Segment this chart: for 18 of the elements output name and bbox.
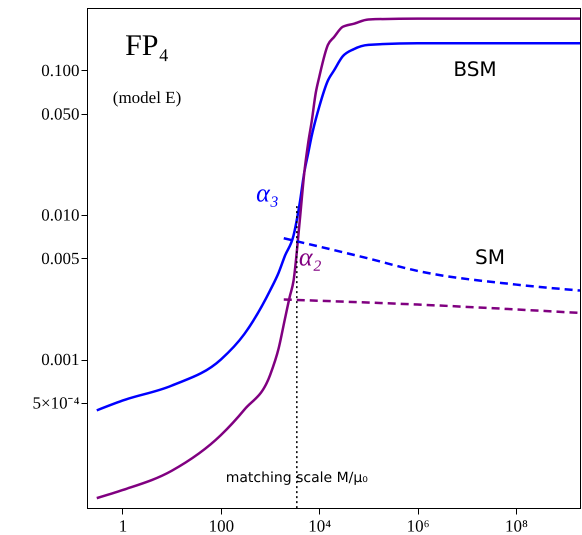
x-tick-label: 10⁴ (308, 516, 332, 535)
x-tick-label: 100 (208, 516, 234, 535)
x-tick-label: 1 (118, 516, 128, 535)
annotation: (model E) (112, 88, 182, 107)
y-tick-label: 5×10⁻⁴ (32, 394, 80, 413)
y-tick-label: 0.001 (41, 350, 80, 370)
x-tick-label: 10⁸ (505, 516, 528, 535)
annotation: SM (475, 245, 505, 269)
annotation: FP₄ (125, 29, 169, 62)
y-tick-label: 0.005 (41, 248, 80, 268)
ref-line-label: matching scale M/μ₀ (226, 470, 368, 486)
series-label: α₃ (256, 178, 279, 208)
series-label: α₂ (298, 242, 322, 272)
annotation: BSM (453, 57, 497, 81)
y-tick-label: 0.010 (41, 205, 80, 224)
y-tick-label: 0.050 (41, 104, 80, 124)
x-tick-label: 10⁶ (406, 516, 430, 535)
y-tick-label: 0.100 (41, 60, 80, 80)
